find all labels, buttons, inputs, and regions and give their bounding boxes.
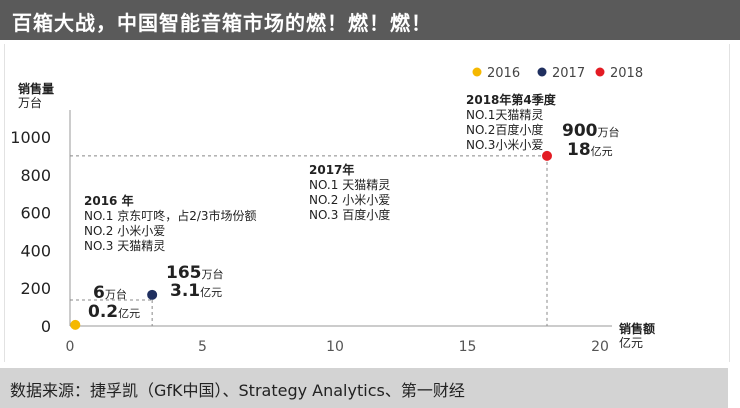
footer-bar <box>0 368 728 408</box>
y-tick-label: 800 <box>20 166 51 185</box>
x-axis-title: 销售额 <box>619 321 655 336</box>
value-label-2016-units: 6万台 <box>93 283 127 303</box>
legend-marker <box>537 67 547 77</box>
annotation-line: NO.3小米小爱 <box>466 138 543 152</box>
title-bar <box>0 0 740 40</box>
y-tick-label: 1000 <box>10 128 51 147</box>
annotation-heading: 2017年 <box>309 162 354 177</box>
legend-label: 2017 <box>552 66 585 81</box>
annotation-line: NO.3 百度小度 <box>309 207 390 222</box>
data-point <box>542 150 552 161</box>
annotation-line: NO.3 天猫精灵 <box>84 239 165 253</box>
data-point <box>147 289 158 300</box>
legend-label: 2018 <box>610 66 643 81</box>
legend-marker <box>595 67 605 77</box>
annotation-line: NO.1 天猫精灵 <box>309 178 390 192</box>
annotation-line: NO.2 小米小爱 <box>84 224 165 238</box>
y-tick-label: 400 <box>20 241 51 260</box>
value-label-2017-revenue: 3.1亿元 <box>170 281 222 301</box>
y-tick-label: 200 <box>20 279 51 298</box>
page-title: 百箱大战，中国智能音箱市场的燃！燃！燃！ <box>12 11 432 35</box>
value-label-2018-revenue: 18亿元 <box>567 140 613 160</box>
y-tick-label: 0 <box>41 317 51 336</box>
annotation-heading: 2016 年 <box>84 193 134 208</box>
value-label-2016-revenue: 0.2亿元 <box>88 302 140 322</box>
annotation-line: NO.1天猫精灵 <box>466 108 543 122</box>
x-tick-label: 15 <box>459 339 477 355</box>
y-tick-label: 600 <box>20 204 51 223</box>
x-tick-label: 20 <box>591 339 609 355</box>
value-label-2017-units: 165万台 <box>166 263 224 283</box>
annotation-line: NO.2百度小度 <box>466 122 543 137</box>
legend-label: 2016 <box>487 66 520 81</box>
data-point <box>70 319 81 330</box>
y-axis-title: 销售量 <box>18 81 54 96</box>
chart-area <box>4 44 730 362</box>
x-tick-label: 10 <box>326 339 344 355</box>
value-label-2018-units: 900万台 <box>562 121 620 141</box>
annotation-line: NO.2 小米小爱 <box>309 193 390 207</box>
x-axis-title: 亿元 <box>619 335 643 350</box>
annotation-line: NO.1 京东叮咚，占2/3市场份额 <box>84 208 257 223</box>
legend-marker <box>472 67 482 77</box>
annotation-heading: 2018年第4季度 <box>466 92 557 107</box>
x-tick-label: 5 <box>198 339 207 355</box>
source-note: 数据来源：捷孚凯（GfK中国）、Strategy Analytics、第一财经 <box>10 381 465 400</box>
x-tick-label: 0 <box>66 339 75 355</box>
y-axis-title: 万台 <box>18 95 42 110</box>
